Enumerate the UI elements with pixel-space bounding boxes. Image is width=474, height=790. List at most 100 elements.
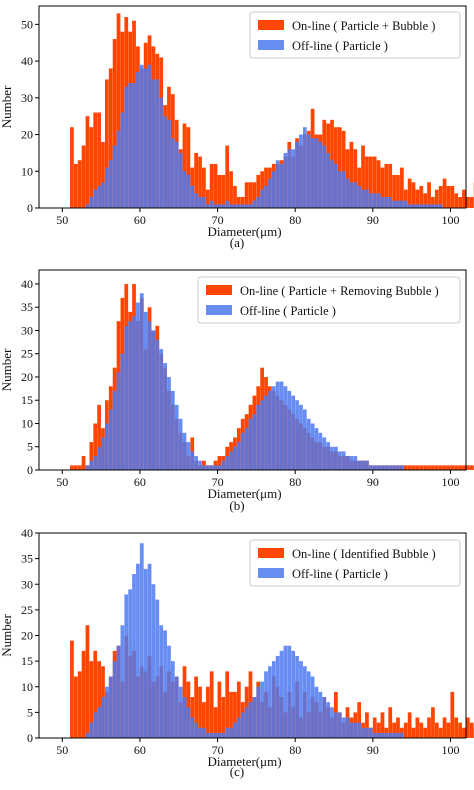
histogram-bar (419, 465, 424, 470)
histogram-bar (167, 376, 171, 470)
histogram-bar (341, 717, 346, 738)
histogram-bar (318, 691, 323, 739)
histogram-bar (427, 204, 431, 208)
histogram-bar (419, 185, 424, 208)
y-tick-label: 10 (21, 680, 33, 694)
histogram-bar (89, 722, 94, 739)
x-tick-label: 60 (134, 743, 146, 757)
histogram-bar (291, 149, 296, 208)
histogram-bar (194, 676, 198, 738)
histogram-bar (155, 79, 160, 208)
histogram-bar (400, 727, 404, 738)
histogram-bar (202, 465, 206, 470)
histogram-bar (116, 130, 121, 208)
histogram-bar (392, 174, 396, 208)
histogram-bar (225, 727, 230, 738)
plot-frame (38, 5, 467, 209)
offline-series (85, 293, 404, 470)
legend: On-line ( Identified Bubble ) Off-line ( … (249, 539, 461, 587)
histogram-bar (178, 152, 183, 208)
histogram-bar (423, 727, 428, 738)
histogram-bar (368, 193, 373, 208)
histogram-bar (97, 707, 101, 738)
histogram-bar (396, 200, 400, 208)
histogram-bar (361, 145, 365, 208)
histogram-bar (306, 134, 311, 208)
histogram-bar (213, 163, 218, 208)
histogram-bar (213, 707, 218, 738)
x-tick-label: 100 (441, 475, 459, 489)
histogram-bar (217, 456, 222, 470)
y-axis-label: Number (0, 85, 14, 128)
x-tick-label: 80 (289, 743, 301, 757)
histogram-bar (225, 671, 230, 739)
x-axis-label: Diameter(μm) (207, 486, 281, 501)
histogram-bar (93, 712, 98, 739)
histogram-bar (361, 460, 365, 470)
legend-swatch-online (258, 20, 284, 30)
legend-label-offline: Off-line ( Particle ) (292, 567, 388, 581)
y-tick-label: 35 (21, 552, 33, 566)
histogram-bar (403, 722, 408, 739)
histogram-bar (310, 676, 315, 738)
histogram-bar (337, 127, 342, 208)
legend-label-online: On-line ( Identified Bubble ) (292, 547, 436, 561)
histogram-bar (407, 178, 412, 208)
histogram-bar (450, 185, 455, 208)
x-tick-label: 50 (56, 475, 68, 489)
x-tick-label: 80 (289, 213, 301, 227)
histogram-bar (334, 163, 338, 208)
histogram-bar (202, 727, 206, 738)
histogram-bar (264, 185, 268, 208)
histogram-bar (330, 446, 334, 470)
histogram-bar (372, 465, 377, 470)
histogram-bar (178, 686, 183, 738)
histogram-bar (202, 196, 206, 208)
histogram-bar (233, 446, 237, 470)
y-axis-label: Number (0, 348, 14, 391)
histogram-bar (139, 64, 144, 208)
histogram-bar (268, 178, 272, 208)
panel-caption: (c) (230, 764, 244, 779)
histogram-bar (186, 707, 191, 738)
histogram-bar (163, 363, 167, 470)
x-tick-label: 100 (441, 213, 459, 227)
histogram-bar (446, 465, 451, 470)
histogram-bar (244, 428, 249, 470)
histogram-bar (295, 656, 299, 738)
histogram-bar (271, 386, 276, 470)
histogram-bar (101, 437, 105, 470)
histogram-bar (233, 691, 237, 739)
y-tick-label: 15 (21, 654, 33, 668)
y-tick-label: 25 (21, 603, 33, 617)
histogram-bar (221, 174, 226, 208)
histogram-bar (151, 584, 156, 738)
histogram-bar (70, 640, 74, 739)
histogram-bar (365, 189, 369, 208)
histogram-bar (128, 83, 133, 208)
histogram-bar (275, 656, 280, 738)
histogram-bar (314, 686, 319, 738)
histogram-bar (287, 645, 292, 738)
histogram-bar (128, 321, 133, 470)
histogram-bar (198, 686, 202, 738)
offline-series (85, 543, 404, 739)
histogram-bar (431, 707, 435, 738)
histogram-bar (271, 661, 276, 739)
histogram-bar (469, 465, 474, 470)
histogram-bar (236, 442, 241, 470)
offline-series (85, 64, 443, 208)
histogram-bar (403, 200, 408, 208)
x-tick-label: 60 (134, 475, 146, 489)
histogram-bar (85, 204, 90, 208)
histogram-bar (97, 404, 101, 470)
legend-label-online: On-line ( Particle + Removing Bubble ) (240, 284, 439, 298)
histogram-bar (403, 465, 408, 470)
histogram-bar (279, 163, 284, 208)
histogram-bar (458, 196, 462, 208)
x-tick-label: 60 (134, 213, 146, 227)
y-axis-label: Number (0, 614, 14, 657)
histogram-bar (170, 138, 175, 208)
histogram-bar (108, 409, 113, 470)
